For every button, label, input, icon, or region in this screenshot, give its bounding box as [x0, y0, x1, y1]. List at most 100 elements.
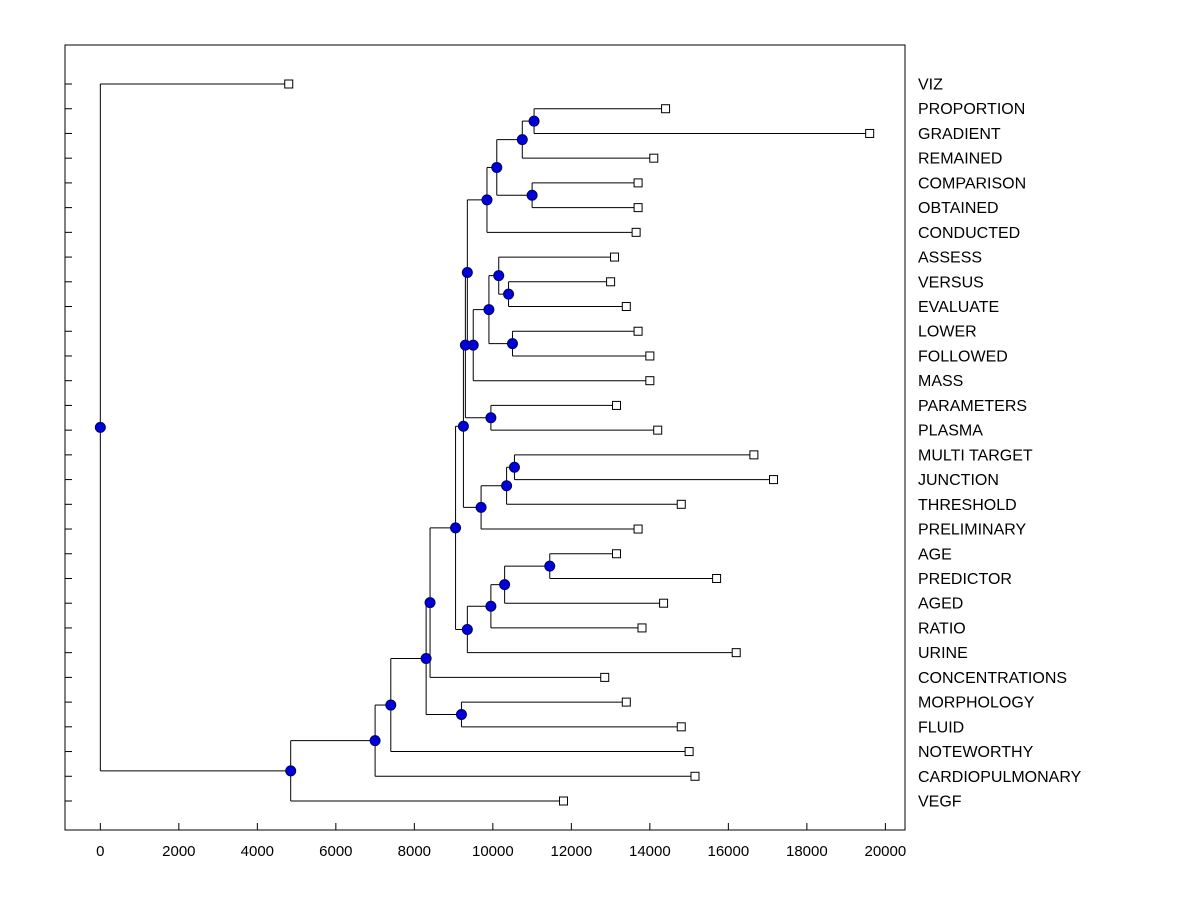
- x-tick-label: 14000: [629, 843, 671, 860]
- leaf-marker: [600, 672, 610, 682]
- leaf-label: PRELIMINARY: [918, 522, 1027, 539]
- internal-node-marker: [503, 288, 515, 300]
- leaf-label: OBTAINED: [918, 200, 999, 217]
- x-tick-label: 0: [96, 843, 104, 860]
- internal-node-marker: [528, 115, 540, 127]
- leaf-marker: [559, 796, 569, 806]
- leaf-label: THRESHOLD: [918, 497, 1017, 514]
- x-tick-label: 8000: [398, 843, 431, 860]
- internal-node-marker: [424, 597, 436, 609]
- leaf-marker: [684, 747, 694, 757]
- leaf-marker: [645, 351, 655, 361]
- leaf-marker: [659, 598, 669, 608]
- leaf-label: EVALUATE: [918, 299, 999, 316]
- leaf-label: LOWER: [918, 324, 977, 341]
- leaf-label: VIZ: [918, 77, 943, 94]
- internal-node-marker: [475, 501, 487, 513]
- leaf-label: AGED: [918, 596, 963, 613]
- internal-node-marker: [485, 600, 497, 612]
- leaf-marker: [633, 203, 643, 213]
- leaf-marker: [649, 153, 659, 163]
- x-tick-label: 6000: [319, 843, 352, 860]
- leaf-marker: [610, 252, 620, 262]
- leaf-label: RATIO: [918, 620, 966, 637]
- leaf-marker: [633, 524, 643, 534]
- leaf-label: VEGF: [918, 794, 962, 811]
- leaf-label: PROPORTION: [918, 101, 1025, 118]
- leaf-marker: [611, 400, 621, 410]
- leaf-marker: [749, 450, 759, 460]
- leaf-marker: [712, 573, 722, 583]
- internal-node-marker: [455, 708, 467, 720]
- x-tick-label: 16000: [708, 843, 750, 860]
- x-tick-label: 20000: [865, 843, 907, 860]
- leaf-label: MORPHOLOGY: [918, 695, 1035, 712]
- leaf-marker: [676, 499, 686, 509]
- internal-node-marker: [485, 412, 497, 424]
- x-tick-label: 4000: [241, 843, 274, 860]
- internal-node-marker: [544, 560, 556, 572]
- leaf-label: PARAMETERS: [918, 398, 1027, 415]
- leaf-label: ASSESS: [918, 250, 982, 267]
- leaf-marker: [645, 376, 655, 386]
- axis-box: [64, 44, 906, 831]
- leaf-label: PREDICTOR: [918, 571, 1012, 588]
- leaf-marker: [769, 475, 779, 485]
- leaf-label: REMAINED: [918, 151, 1002, 168]
- leaf-label: FOLLOWED: [918, 348, 1008, 365]
- x-tick-label: 10000: [472, 843, 514, 860]
- internal-node-marker: [94, 421, 106, 433]
- leaf-label: MULTI TARGET: [918, 447, 1033, 464]
- internal-node-marker: [420, 653, 432, 665]
- leaf-label: VERSUS: [918, 274, 984, 291]
- internal-node-marker: [369, 735, 381, 747]
- leaf-label: CONDUCTED: [918, 225, 1020, 242]
- leaf-label: URINE: [918, 645, 968, 662]
- leaf-marker: [633, 326, 643, 336]
- leaf-marker: [633, 178, 643, 188]
- internal-node-marker: [385, 699, 397, 711]
- leaf-marker: [284, 79, 294, 89]
- leaf-marker: [606, 277, 616, 287]
- leaf-marker: [661, 104, 671, 114]
- leaf-label: JUNCTION: [918, 472, 999, 489]
- leaf-label: CONCENTRATIONS: [918, 670, 1067, 687]
- leaf-marker: [637, 623, 647, 633]
- x-tick-label: 12000: [550, 843, 592, 860]
- leaf-label: FLUID: [918, 719, 964, 736]
- internal-node-marker: [483, 304, 495, 316]
- leaf-label: GRADIENT: [918, 126, 1001, 143]
- internal-node-marker: [457, 420, 469, 432]
- leaf-marker: [676, 722, 686, 732]
- internal-node-marker: [481, 194, 493, 206]
- leaf-marker: [690, 771, 700, 781]
- internal-node-marker: [491, 161, 503, 173]
- leaf-marker: [621, 302, 631, 312]
- internal-node-marker: [461, 623, 473, 635]
- x-tick-label: 2000: [162, 843, 195, 860]
- x-tick-label: 18000: [786, 843, 828, 860]
- internal-node-marker: [501, 480, 513, 492]
- internal-node-marker: [450, 522, 462, 534]
- leaf-marker: [731, 648, 741, 658]
- internal-node-marker: [285, 765, 297, 777]
- leaf-marker: [631, 227, 641, 237]
- internal-node-marker: [506, 338, 518, 350]
- leaf-marker: [653, 425, 663, 435]
- leaf-marker: [865, 128, 875, 138]
- internal-node-marker: [508, 461, 520, 473]
- leaf-label: PLASMA: [918, 423, 983, 440]
- internal-node-marker: [526, 189, 538, 201]
- internal-node-marker: [493, 270, 505, 282]
- leaf-marker: [621, 697, 631, 707]
- leaf-label: AGE: [918, 546, 952, 563]
- internal-node-marker: [459, 339, 471, 351]
- leaf-label: MASS: [918, 373, 963, 390]
- leaf-label: COMPARISON: [918, 175, 1026, 192]
- internal-node-marker: [499, 579, 511, 591]
- internal-node-marker: [516, 134, 528, 146]
- leaf-marker: [611, 549, 621, 559]
